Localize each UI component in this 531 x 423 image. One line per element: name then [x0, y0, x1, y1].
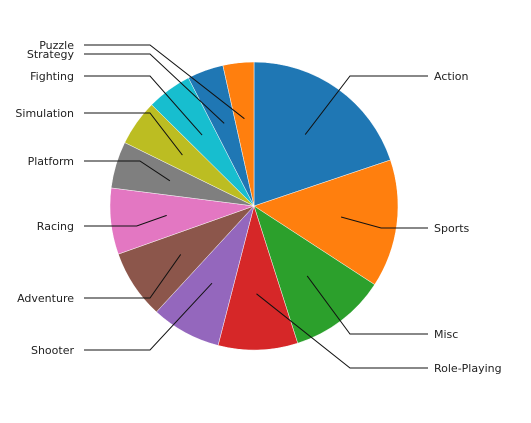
slice-misc: [253, 205, 375, 344]
slice-puzzle: [222, 61, 255, 207]
label-racing: Racing: [37, 220, 74, 233]
label-action: Action: [434, 70, 468, 83]
leader-line-strategy: [84, 53, 225, 124]
label-shooter: Shooter: [31, 344, 74, 357]
leader-line-puzzle: [84, 44, 245, 120]
leader-line-racing: [84, 214, 167, 227]
label-adventure: Adventure: [17, 292, 74, 305]
leader-lines: [84, 44, 428, 369]
pie-slices: [109, 61, 399, 351]
leader-line-misc: [306, 275, 428, 335]
leader-line-adventure: [84, 254, 182, 299]
leader-line-platform: [84, 160, 171, 182]
label-platform: Platform: [28, 155, 74, 168]
label-role-playing: Role-Playing: [434, 362, 502, 375]
leader-line-simulation: [84, 112, 183, 156]
slice-role-playing: [217, 205, 299, 351]
label-misc: Misc: [434, 328, 458, 341]
leader-line-shooter: [84, 282, 213, 351]
slice-labels: Action Sports Misc Role-Playing Shooter Adven…: [15, 39, 501, 375]
leader-line-role-playing: [256, 293, 428, 369]
slice-action: [253, 61, 391, 207]
label-strategy: Strategy: [27, 48, 75, 61]
label-sports: Sports: [434, 222, 470, 235]
leader-line-fighting: [84, 75, 203, 136]
label-puzzle: Puzzle: [39, 39, 74, 52]
leader-line-action: [304, 75, 428, 135]
label-fighting: Fighting: [30, 70, 74, 83]
label-simulation: Simulation: [15, 107, 74, 120]
leader-line-sports: [340, 216, 428, 229]
slice-sports: [253, 159, 399, 285]
